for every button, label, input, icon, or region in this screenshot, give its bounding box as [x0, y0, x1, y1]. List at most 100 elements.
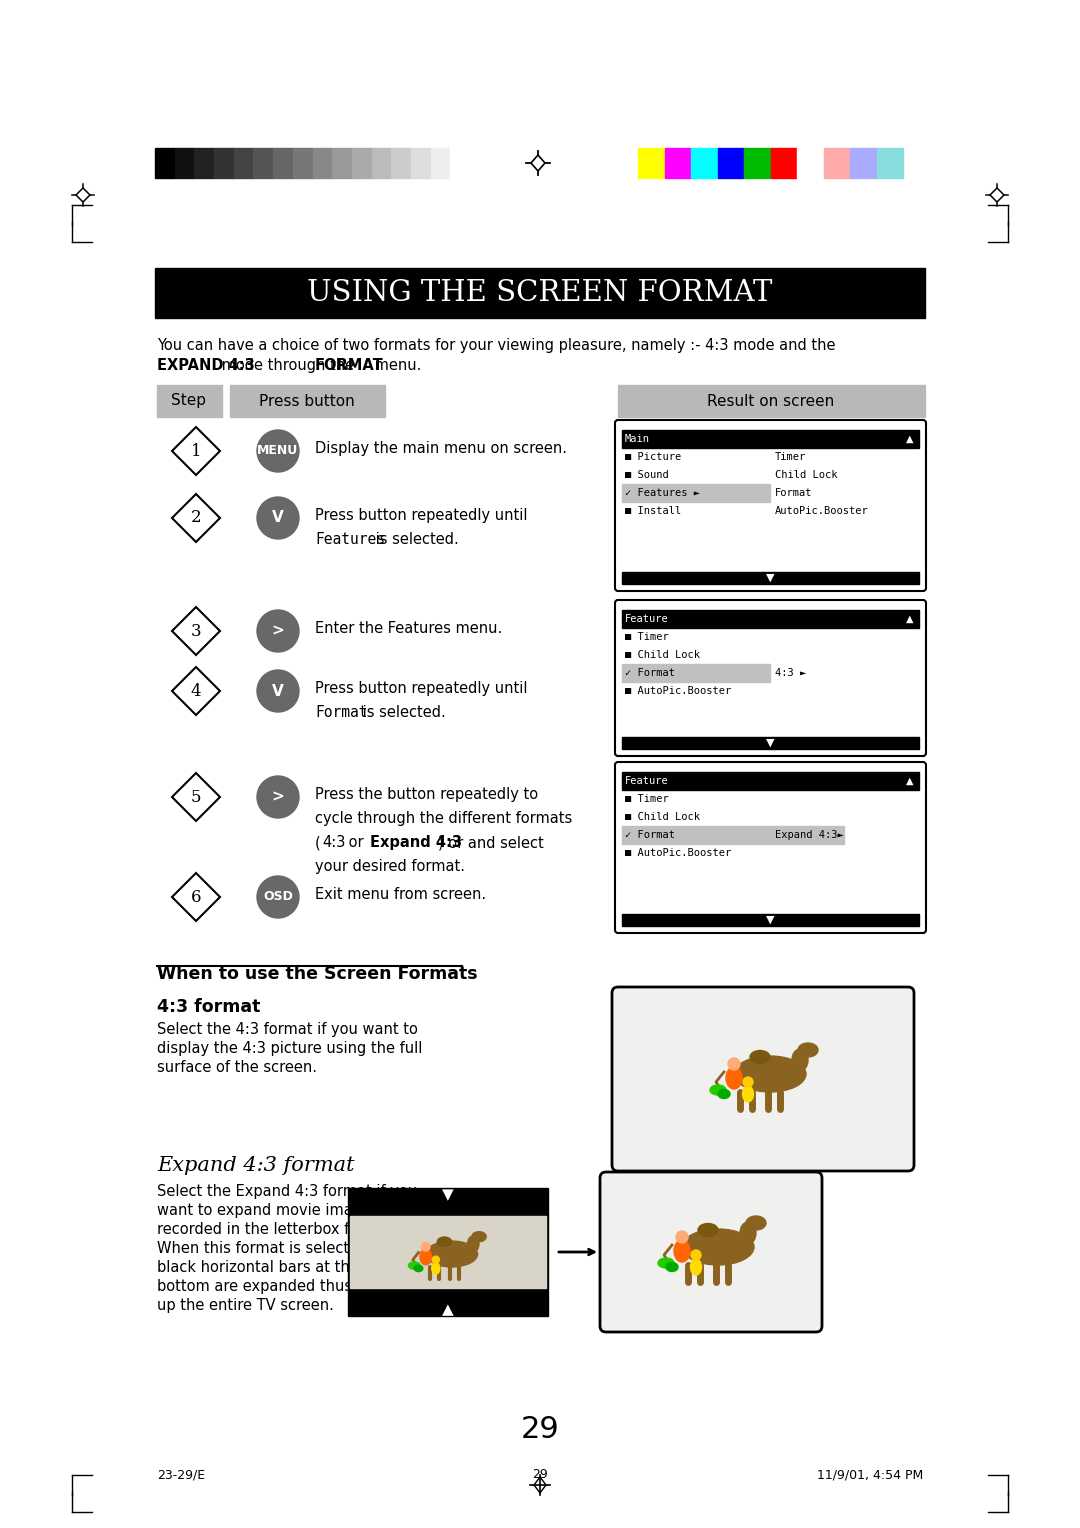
Text: EXPAND 4:3: EXPAND 4:3 [157, 358, 255, 373]
Bar [214, 148, 233, 177]
FancyBboxPatch shape [600, 1172, 822, 1332]
Circle shape [257, 610, 299, 652]
Bar [194, 148, 214, 177]
Text: ■ Child Lock: ■ Child Lock [625, 649, 700, 660]
Text: 4:3 format: 4:3 format [157, 998, 260, 1016]
FancyBboxPatch shape [612, 987, 914, 1170]
Circle shape [728, 1057, 740, 1070]
Text: Press the button repeatedly to: Press the button repeatedly to [315, 787, 538, 802]
Ellipse shape [746, 1216, 766, 1230]
Bar [312, 148, 333, 177]
Text: Format: Format [315, 704, 367, 720]
Text: ▲: ▲ [905, 434, 913, 445]
Polygon shape [172, 607, 220, 656]
Text: ■ Sound: ■ Sound [625, 471, 669, 480]
Circle shape [743, 1077, 753, 1086]
Bar [691, 148, 717, 177]
Ellipse shape [674, 1241, 690, 1262]
Text: Enter the Features menu.: Enter the Features menu. [315, 620, 502, 636]
Bar [877, 148, 903, 177]
FancyBboxPatch shape [615, 420, 926, 591]
Text: ▼: ▼ [766, 738, 774, 749]
FancyBboxPatch shape [615, 601, 926, 756]
Text: display the 4:3 picture using the full: display the 4:3 picture using the full [157, 1041, 422, 1056]
Text: ) or and select: ) or and select [438, 834, 543, 850]
Bar [850, 148, 877, 177]
Bar [622, 665, 770, 681]
Text: want to expand movie images: want to expand movie images [157, 1203, 379, 1218]
Text: Format: Format [775, 487, 812, 498]
Bar [157, 385, 222, 417]
Bar [175, 148, 194, 177]
Text: Exit menu from screen.: Exit menu from screen. [315, 886, 486, 902]
Text: 29: 29 [532, 1468, 548, 1481]
Text: Expand 4:3: Expand 4:3 [370, 834, 462, 850]
Text: Timer: Timer [775, 452, 807, 461]
Text: surface of the screen.: surface of the screen. [157, 1060, 318, 1076]
Text: ▲: ▲ [442, 1302, 454, 1317]
Ellipse shape [726, 1067, 742, 1089]
Circle shape [421, 1242, 430, 1251]
Ellipse shape [437, 1238, 451, 1247]
Text: 5: 5 [191, 788, 201, 805]
Text: 4: 4 [191, 683, 201, 700]
Ellipse shape [420, 1248, 432, 1265]
Ellipse shape [681, 1229, 754, 1265]
Bar [717, 148, 744, 177]
Polygon shape [76, 188, 90, 202]
Text: 11/9/01, 4:54 PM: 11/9/01, 4:54 PM [816, 1468, 923, 1481]
Text: 4:3 ►: 4:3 ► [775, 668, 807, 678]
Text: (: ( [315, 834, 321, 850]
Text: You can have a choice of two formats for your viewing pleasure, namely :- 4:3 mo: You can have a choice of two formats for… [157, 338, 836, 353]
Text: Expand 4:3►: Expand 4:3► [775, 830, 843, 840]
Bar [622, 429, 919, 448]
Text: FORMAT: FORMAT [315, 358, 383, 373]
Text: Select the 4:3 format if you want to: Select the 4:3 format if you want to [157, 1022, 418, 1038]
Circle shape [432, 1256, 440, 1264]
Bar [824, 148, 850, 177]
Text: up the entire TV screen.: up the entire TV screen. [157, 1297, 334, 1313]
Circle shape [257, 776, 299, 817]
Text: menu.: menu. [370, 358, 421, 373]
Ellipse shape [690, 1259, 702, 1274]
Text: ✓ Format: ✓ Format [625, 830, 675, 840]
Bar [622, 914, 919, 926]
Ellipse shape [740, 1222, 756, 1244]
Text: ✓ Format: ✓ Format [625, 668, 675, 678]
Circle shape [676, 1232, 688, 1242]
Circle shape [691, 1250, 701, 1261]
Polygon shape [531, 154, 545, 171]
Text: is selected.: is selected. [357, 704, 446, 720]
Text: ■ AutoPic.Booster: ■ AutoPic.Booster [625, 848, 731, 859]
Bar [431, 148, 450, 177]
Text: 6: 6 [191, 888, 201, 906]
Polygon shape [534, 1478, 546, 1493]
Bar [744, 148, 770, 177]
Bar [156, 267, 924, 318]
Bar [622, 610, 919, 628]
Text: cycle through the different formats: cycle through the different formats [315, 811, 572, 827]
Polygon shape [172, 872, 220, 921]
Text: When this format is selected, the: When this format is selected, the [157, 1241, 401, 1256]
Ellipse shape [734, 1056, 806, 1093]
Ellipse shape [415, 1265, 423, 1271]
Text: OSD: OSD [264, 891, 293, 903]
Text: Expand 4:3 format: Expand 4:3 format [157, 1157, 354, 1175]
Polygon shape [172, 494, 220, 542]
Bar [664, 148, 691, 177]
Ellipse shape [426, 1241, 477, 1267]
Ellipse shape [658, 1258, 674, 1268]
Bar [233, 148, 254, 177]
Text: ✓ Features ►: ✓ Features ► [625, 487, 700, 498]
Text: 3: 3 [191, 622, 201, 640]
Text: Step: Step [172, 394, 206, 408]
Ellipse shape [472, 1232, 486, 1242]
Ellipse shape [666, 1262, 678, 1271]
Ellipse shape [468, 1236, 480, 1251]
Bar [156, 148, 175, 177]
Bar [622, 736, 919, 749]
Circle shape [257, 669, 299, 712]
Text: Feature: Feature [625, 614, 669, 623]
Text: 23-29/E: 23-29/E [157, 1468, 205, 1481]
Text: ■ Picture: ■ Picture [625, 452, 681, 461]
